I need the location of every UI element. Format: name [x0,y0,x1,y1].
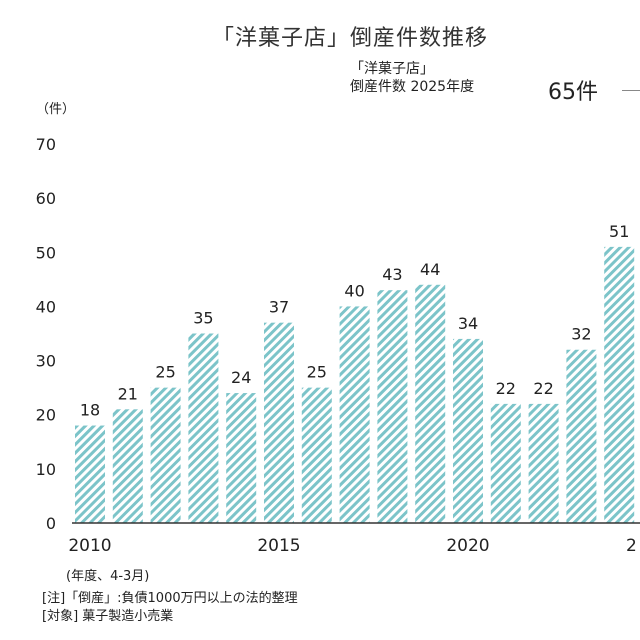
bar-value-label: 22 [496,379,516,398]
x-axis-ticks: 2010 2015 2020 2 [68,536,636,556]
bar [604,246,635,523]
highlight-callout-line2: 倒産件数 2025年度 [350,79,475,95]
y-tick-label: 70 [36,135,56,154]
bar [112,409,143,523]
y-tick-label: 30 [36,352,56,371]
bar-value-label: 25 [307,363,327,382]
y-tick-label: 20 [36,406,56,425]
bar [150,387,181,523]
bar [415,284,446,523]
y-tick-label: 10 [36,460,56,479]
x-tick-label: 2015 [257,536,300,556]
x-tick-label: 2010 [68,536,111,556]
highlight-callout-line1: 「洋菓子店」 [350,61,434,77]
bar-value-label: 40 [344,281,364,300]
x-axis-note: (年度、4-3月) [66,569,150,584]
bar-value-label: 22 [533,379,553,398]
highlight-value-label: 65件 [548,80,598,105]
bar-value-label: 25 [155,363,175,382]
highlight-leader-line [622,90,640,91]
bar [226,393,257,523]
y-axis-ticks: 0 10 20 30 40 50 60 70 [36,135,56,533]
chart-title: 「洋菓子店」倒産件数推移 [211,26,488,51]
bar-value-label: 44 [420,260,440,279]
footnote-definition: [注]「倒産」:負債1000万円以上の法的整理 [42,591,298,606]
y-axis-unit-label: （件） [36,102,76,117]
y-tick-label: 50 [36,243,56,262]
bar [339,306,370,523]
bar [301,387,332,523]
y-tick-label: 40 [36,297,56,316]
bar [490,403,521,523]
bars [75,246,635,523]
y-tick-label: 60 [36,189,56,208]
bar-value-label: 21 [118,384,138,403]
footnote-target: [対象] 菓子製造小売業 [42,609,174,624]
bar-value-label: 18 [80,401,100,420]
bar [264,322,294,523]
bar-value-label: 43 [382,265,402,284]
bar [528,403,559,523]
bar [377,290,408,523]
bar-value-label: 24 [231,368,251,387]
x-tick-label: 2 [626,536,637,556]
bar-value-label: 35 [193,309,213,328]
bar-value-label: 34 [458,314,478,333]
bar [453,338,483,523]
footnotes: [注]「倒産」:負債1000万円以上の法的整理 [対象] 菓子製造小売業 [42,590,298,626]
bar-value-label: 32 [571,325,591,344]
bar-value-labels: 18 21 25 35 24 37 25 40 43 44 34 22 22 32 51 [80,222,630,420]
bar-value-label: 51 [609,222,629,241]
highlight-callout: 「洋菓子店」 倒産件数 2025年度 [350,60,474,96]
bar [566,349,597,523]
bar-value-label: 37 [269,298,289,317]
bar [75,425,105,523]
x-tick-label: 2020 [446,536,489,556]
bar [188,333,219,523]
y-tick-label: 0 [46,514,56,533]
